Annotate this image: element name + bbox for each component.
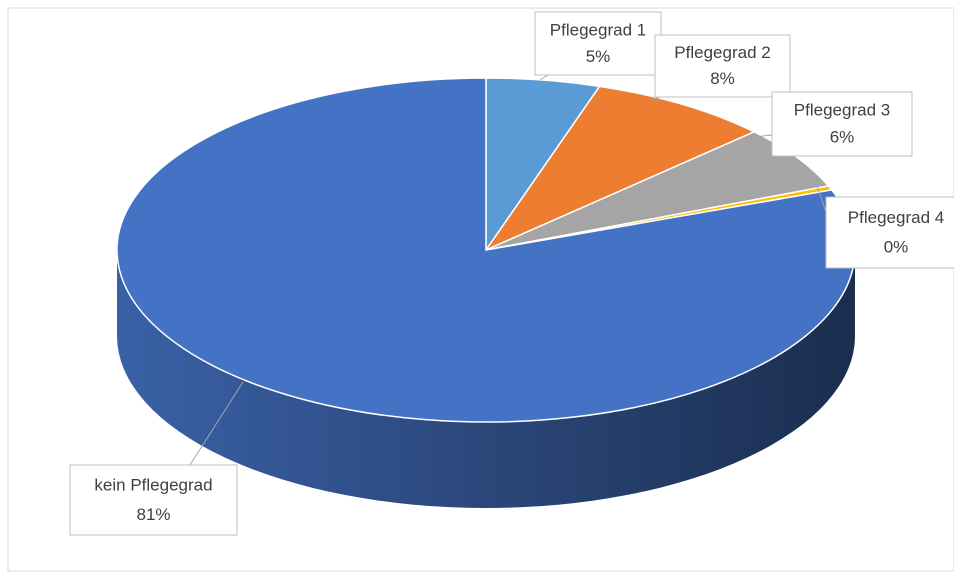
leader-line [189,381,244,466]
data-label: 81% [136,505,170,524]
slice [483,85,756,252]
data-label-box [825,196,954,269]
data-label-box [654,34,791,98]
category-label: Pflegegrad 4 [848,208,944,227]
slice [485,131,830,251]
slice [116,77,856,423]
leader-line [539,74,549,81]
category-label: Pflegegrad 3 [794,101,890,120]
data-label-box [69,464,238,536]
data-label: 6% [830,128,855,147]
category-label: kein Pflegegrad [94,475,212,494]
leader-line [754,134,773,138]
slice-side-shade [117,250,855,508]
category-label: Pflegegrad 1 [550,20,646,39]
data-label-box [771,91,913,157]
data-label: 0% [884,238,909,257]
category-label: Pflegegrad 2 [674,43,770,62]
leader-line [799,164,827,213]
data-label: 5% [586,47,611,66]
data-label: 8% [710,69,735,88]
